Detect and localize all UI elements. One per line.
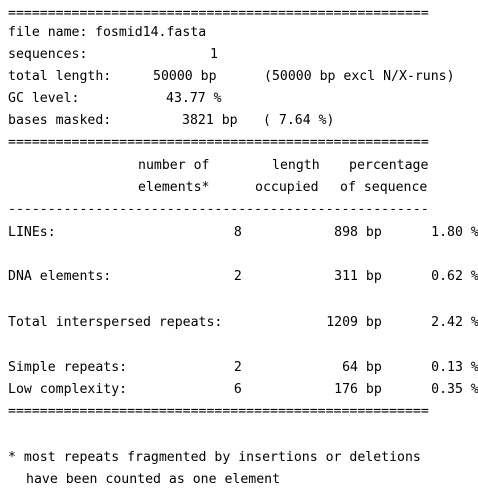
file-name-value: fosmid14.fasta: [95, 25, 207, 40]
row-count: 6: [233, 382, 242, 397]
row-length: 176 bp: [334, 382, 382, 397]
row-percent: 0.13 %: [431, 360, 478, 375]
row-length: 311 bp: [334, 269, 382, 284]
row-length: 64 bp: [342, 360, 382, 375]
sequences-value: 1: [210, 47, 218, 62]
row-label: DNA elements:: [8, 269, 112, 284]
column-header-length-sub: occupied: [255, 180, 319, 195]
table-row: LINEs: 8 898 bp 1.80 %: [8, 224, 478, 242]
row-label: Simple repeats:: [8, 360, 128, 375]
footnote-line-2: have been counted as one element: [26, 472, 281, 487]
separator-top: ========================================…: [8, 6, 429, 21]
gc-level-line: GC level: 43.77 %: [8, 90, 222, 108]
file-name-line: file name: fosmid14.fasta: [8, 24, 206, 42]
row-percent: 2.42 %: [431, 315, 478, 330]
gc-level-value: 43.77 %: [166, 91, 222, 106]
bases-masked-line: bases masked: 3821 bp ( 7.64 %): [8, 112, 334, 130]
column-header-line-1: number of length percentage: [8, 157, 428, 175]
table-row: DNA elements: 2 311 bp 0.62 %: [8, 268, 478, 286]
row-percent: 0.62 %: [431, 269, 478, 284]
row-percent: 1.80 %: [431, 225, 478, 240]
row-percent: 0.35 %: [431, 382, 478, 397]
row-length: 1209 bp: [326, 315, 382, 330]
total-length-label: total length:: [8, 69, 112, 84]
column-header-line-2: elements* occupied of sequence: [8, 179, 427, 197]
sequences-line: sequences: 1: [8, 46, 218, 64]
gc-level-label: GC level:: [8, 91, 80, 106]
footnote-line-1: * most repeats fragmented by insertions …: [8, 450, 421, 465]
column-header-percent: percentage: [349, 158, 429, 173]
bases-masked-percent: ( 7.64 %): [263, 113, 335, 128]
table-row: Simple repeats: 2 64 bp 0.13 %: [8, 359, 478, 377]
row-count: 2: [233, 360, 242, 375]
row-count: 8: [233, 225, 242, 240]
bases-masked-label: bases masked:: [8, 113, 112, 128]
separator-bottom: ========================================…: [8, 404, 429, 419]
column-header-length: length: [272, 158, 320, 173]
separator-dash: ----------------------------------------…: [8, 202, 429, 217]
table-row: Total interspersed repeats: 1209 bp 2.42…: [8, 314, 478, 332]
column-header-count: number of: [138, 158, 210, 173]
row-label: LINEs:: [8, 225, 56, 240]
separator-header: ========================================…: [8, 135, 429, 150]
table-row: Low complexity: 6 176 bp 0.35 %: [8, 381, 478, 399]
column-header-percent-sub: of sequence: [340, 180, 428, 195]
total-length-extra: (50000 bp excl N/X-runs): [264, 69, 455, 84]
total-length-value: 50000 bp: [153, 69, 217, 84]
row-count: 2: [233, 269, 242, 284]
bases-masked-value: 3821 bp: [182, 113, 238, 128]
row-length: 898 bp: [334, 225, 382, 240]
row-label: Low complexity:: [8, 382, 128, 397]
column-header-count-sub: elements*: [138, 180, 210, 195]
sequences-label: sequences:: [8, 47, 88, 62]
total-length-line: total length: 50000 bp (50000 bp excl N/…: [8, 68, 455, 86]
row-label: Total interspersed repeats:: [8, 315, 223, 330]
file-name-label: file name:: [8, 25, 88, 40]
